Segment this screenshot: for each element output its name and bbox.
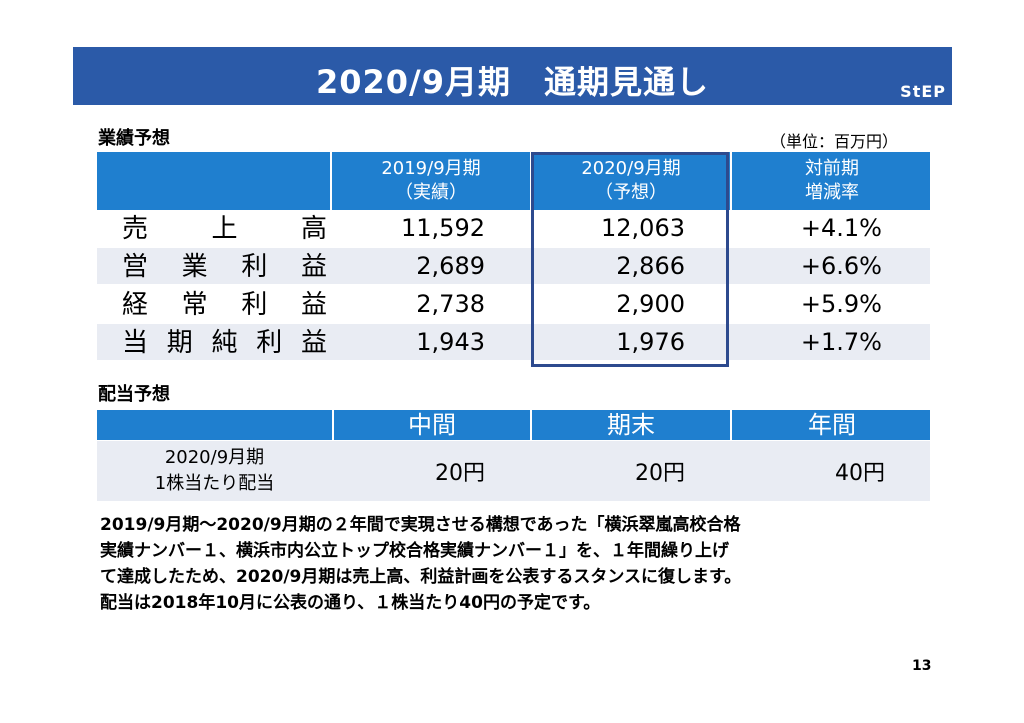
unit-label: （単位：百万円） bbox=[770, 132, 899, 151]
header-annual: 年間 bbox=[730, 410, 932, 440]
value-change: +5.9% bbox=[800, 290, 882, 318]
header-2019-line1: 2019/9月期 bbox=[381, 158, 481, 179]
page-title: 2020/9月期 通期見通し bbox=[315, 63, 710, 101]
value-2019: 1,943 bbox=[416, 328, 485, 356]
value-2019: 2,738 bbox=[416, 290, 485, 318]
note-line: 実績ナンバー１、横浜市内公立トップ校合格実績ナンバー１」を、１年間繰り上げ bbox=[100, 541, 729, 561]
forecast-highlight-box bbox=[531, 152, 729, 367]
header-2020-line1: 2020/9月期 bbox=[581, 158, 681, 179]
row-label: 営業利益 bbox=[122, 252, 327, 282]
performance-table-header: 2019/9月期 （実績） 2020/9月期 （予想） 対前期 増減率 bbox=[97, 152, 930, 210]
header-change-line2: 増減率 bbox=[805, 182, 859, 203]
value-2019: 11,592 bbox=[401, 214, 485, 242]
header-yoy-change: 対前期 増減率 bbox=[730, 152, 932, 210]
dividend-annual-value: 40円 bbox=[835, 461, 885, 486]
value-change: +6.6% bbox=[800, 252, 882, 280]
dividend-section-label: 配当予想 bbox=[98, 384, 170, 405]
note-line: て達成したため、2020/9月期は売上高、利益計画を公表するスタンスに復します。 bbox=[100, 567, 742, 587]
table-row: 当期純利益 1,943 1,976 +1.7% bbox=[97, 324, 930, 360]
dividend-row-label-line2: 1株当たり配当 bbox=[154, 473, 275, 494]
header-change-line1: 対前期 bbox=[805, 158, 859, 179]
row-label: 売上高 bbox=[122, 214, 327, 244]
dividend-row-label-line1: 2020/9月期 bbox=[164, 447, 265, 468]
note-line: 配当は2018年10月に公表の通り、１株当たり40円の予定です。 bbox=[100, 593, 601, 613]
performance-section-label: 業績予想 bbox=[98, 128, 170, 149]
table-row: 営業利益 2,689 2,866 +6.6% bbox=[97, 248, 930, 284]
page-number: 13 bbox=[912, 658, 932, 674]
dividend-interim-value: 20円 bbox=[435, 461, 485, 486]
note-paragraph: 2019/9月期～2020/9月期の２年間で実現させる構想であった「横浜翠嵐高校… bbox=[100, 512, 960, 616]
header-2019-actual: 2019/9月期 （実績） bbox=[330, 152, 530, 210]
step-logo: StEP bbox=[900, 82, 946, 101]
value-2019: 2,689 bbox=[416, 252, 485, 280]
value-2020: 2,900 bbox=[616, 290, 685, 318]
dividend-row-label: 2020/9月期 1株当たり配当 bbox=[97, 445, 332, 497]
dividend-table-header: 中間 期末 年間 bbox=[97, 410, 930, 440]
value-change: +1.7% bbox=[800, 328, 882, 356]
value-2020: 2,866 bbox=[616, 252, 685, 280]
value-2020: 1,976 bbox=[616, 328, 685, 356]
header-2020-line2: （予想） bbox=[595, 182, 667, 203]
row-label: 当期純利益 bbox=[122, 328, 327, 358]
table-row: 売上高 11,592 12,063 +4.1% bbox=[97, 210, 930, 246]
row-label: 経常利益 bbox=[122, 290, 327, 320]
value-2020: 12,063 bbox=[601, 214, 685, 242]
header-2020-forecast: 2020/9月期 （予想） bbox=[530, 152, 730, 210]
value-change: +4.1% bbox=[800, 214, 882, 242]
table-row: 経常利益 2,738 2,900 +5.9% bbox=[97, 286, 930, 322]
note-line: 2019/9月期～2020/9月期の２年間で実現させる構想であった「横浜翠嵐高校… bbox=[100, 515, 741, 535]
header-2019-line2: （実績） bbox=[395, 182, 467, 203]
dividend-year-end-value: 20円 bbox=[635, 461, 685, 486]
dividend-row: 2020/9月期 1株当たり配当 20円 20円 40円 bbox=[97, 441, 930, 501]
title-bar: 2020/9月期 通期見通し StEP bbox=[73, 47, 952, 105]
header-interim: 中間 bbox=[332, 410, 530, 440]
header-year-end: 期末 bbox=[530, 410, 730, 440]
